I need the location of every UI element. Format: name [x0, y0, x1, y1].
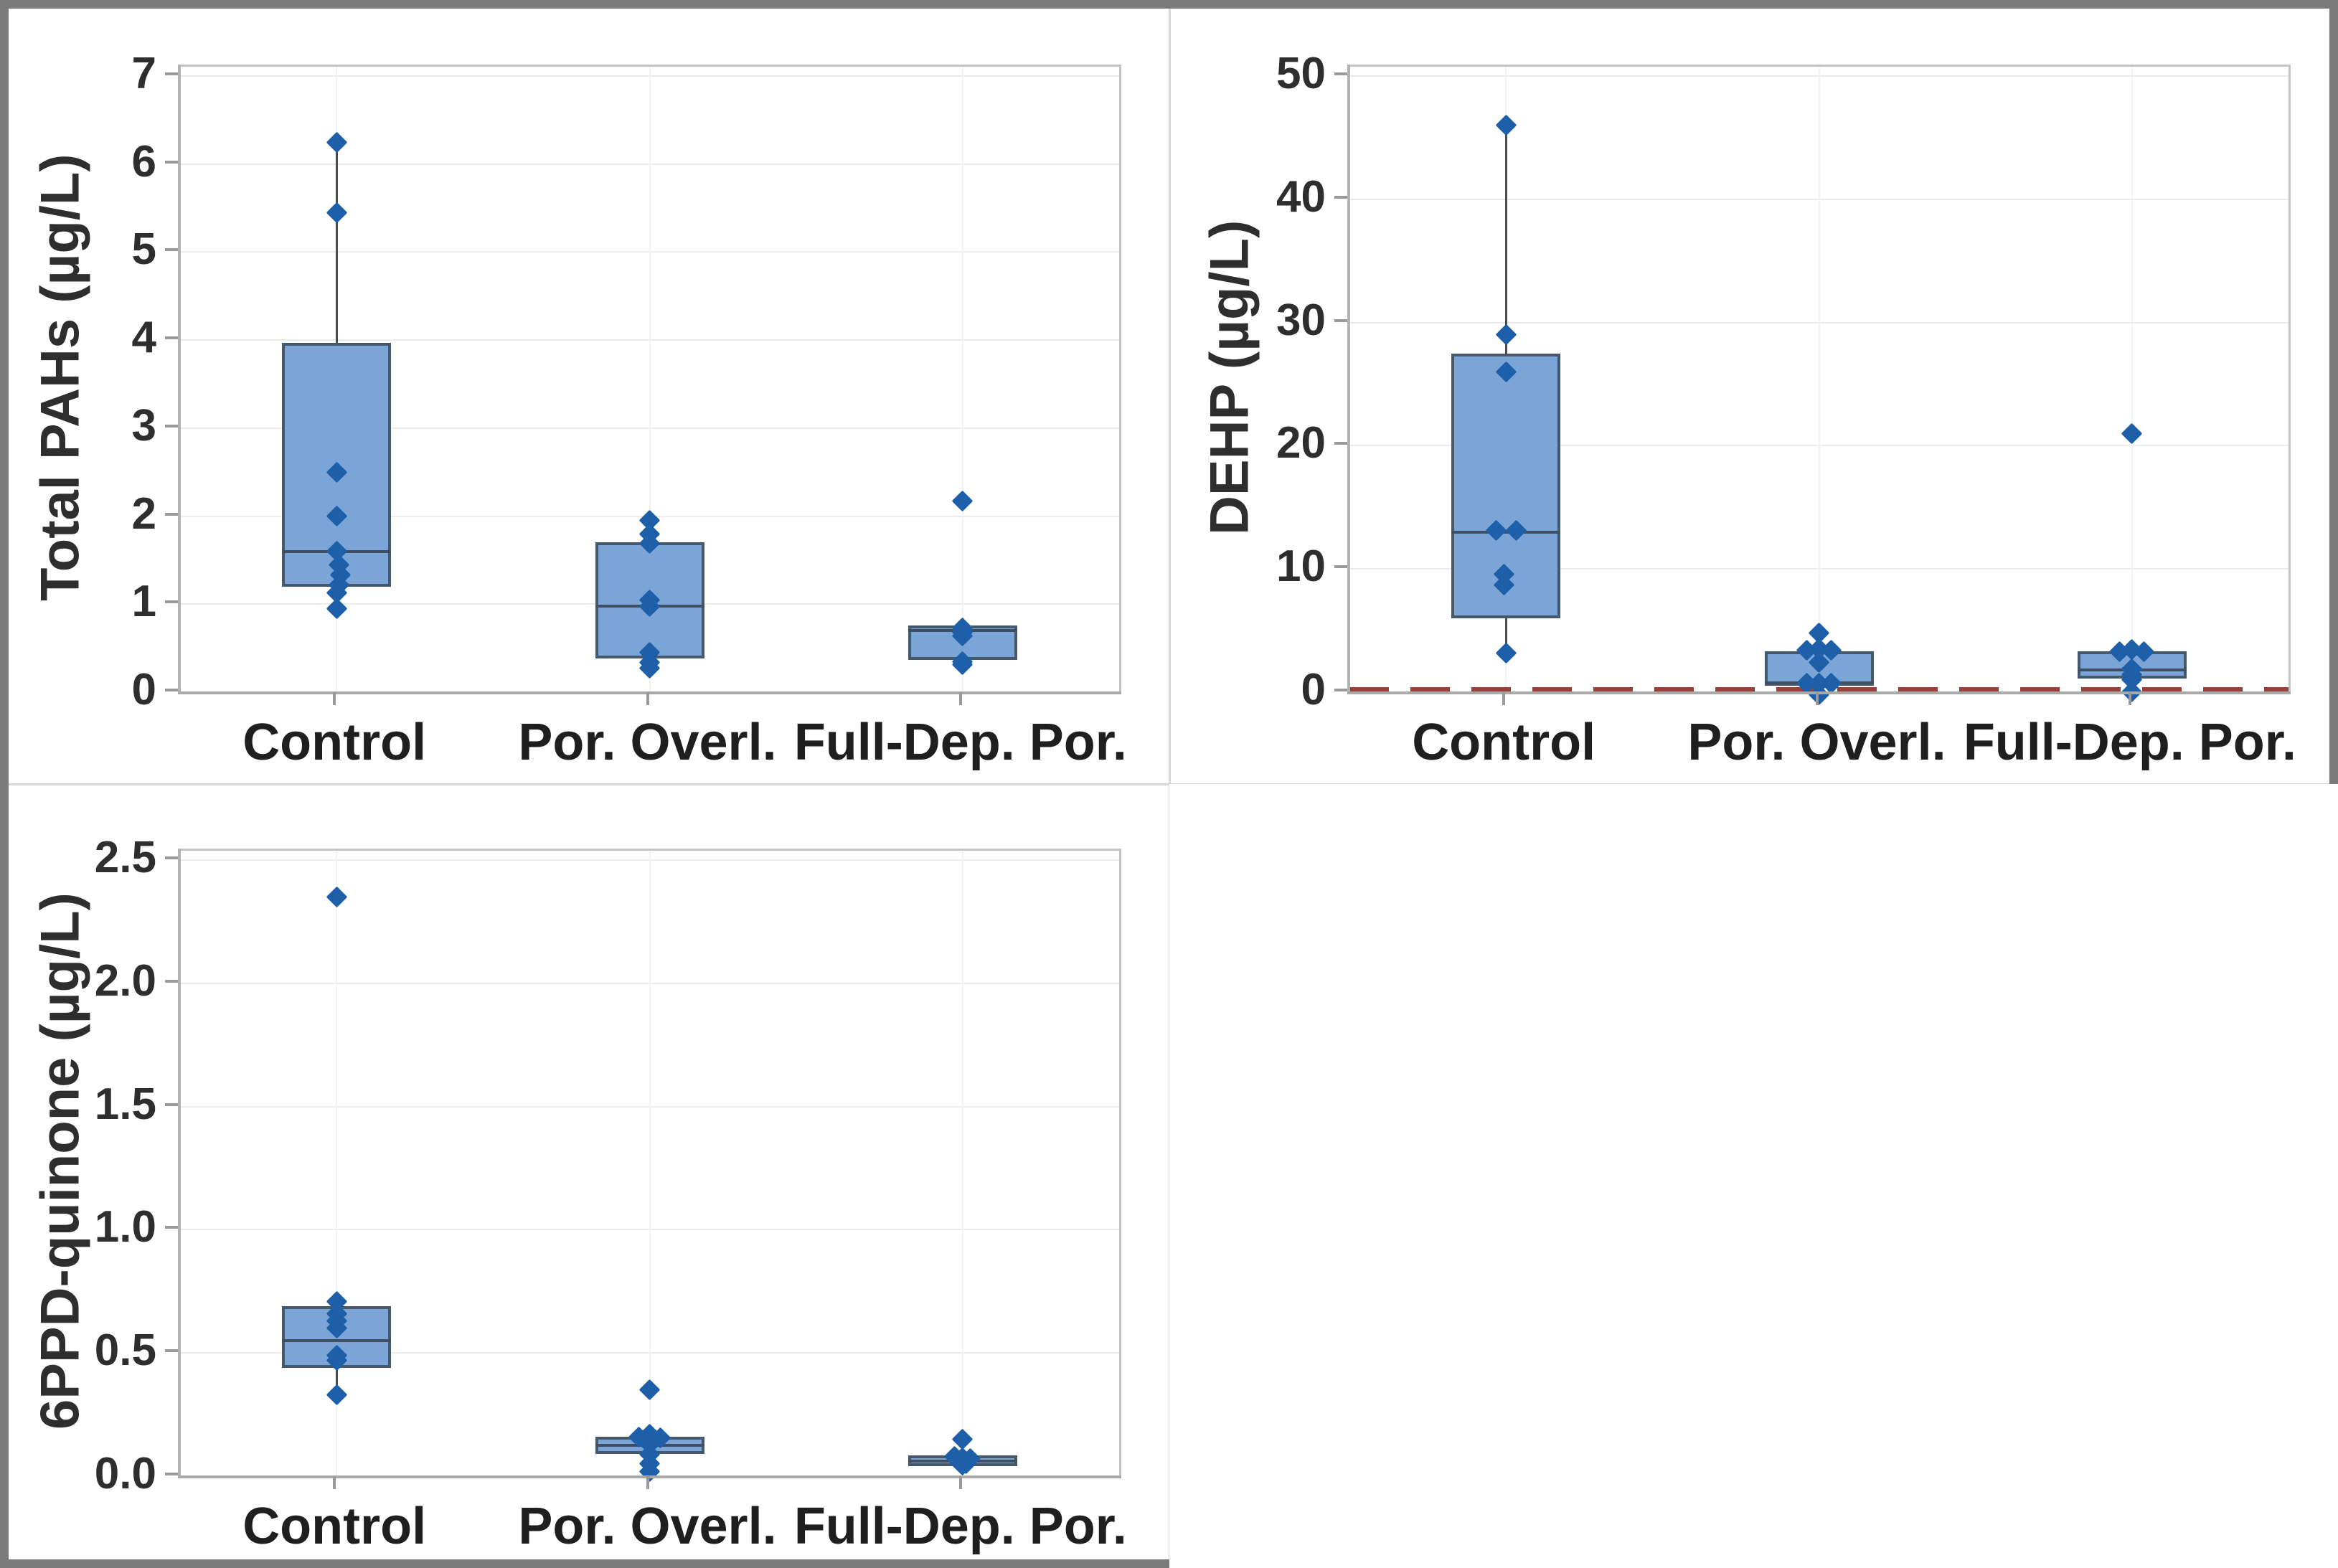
y-tick-label: 10: [1276, 542, 1326, 592]
data-point: [326, 202, 348, 224]
data-point: [1495, 323, 1517, 346]
data-point: [326, 598, 348, 620]
category-gridline: [961, 67, 963, 692]
data-point: [326, 886, 348, 908]
y-tick-mark: [165, 424, 178, 428]
y-tick-mark: [165, 689, 178, 691]
y-tick-label: 0: [131, 665, 156, 714]
y-tick-mark: [165, 512, 178, 516]
y-axis-title: DEHP (µg/L): [1199, 219, 1260, 535]
x-tick-mark: [333, 692, 336, 705]
y-tick-mark: [165, 600, 178, 604]
y-tick-label: 2.0: [94, 955, 156, 1006]
x-tick-mark: [1815, 692, 1819, 705]
y-tick-mark: [165, 1349, 178, 1353]
y-tick-label: 50: [1276, 49, 1326, 98]
y-tick-label: 4: [131, 313, 156, 363]
x-tick-mark: [646, 1476, 649, 1489]
y-tick-label: 6: [131, 136, 156, 186]
median-line: [282, 1339, 392, 1343]
data-point: [951, 490, 974, 512]
y-tick-label: 2.5: [94, 833, 156, 882]
category-label: Por. Overl.: [518, 714, 777, 771]
x-tick-mark: [1502, 692, 1506, 705]
y-tick-mark: [165, 336, 178, 340]
y-tick-label: 5: [131, 225, 156, 275]
y-tick-label: 0: [1301, 665, 1326, 714]
x-tick-mark: [958, 692, 962, 705]
boxplot-total-pahs: 0 1 2 3 4 5 6 7 Control Por. Overl. Full-Dep. Por.…: [0, 0, 1169, 784]
plot-area: [1347, 65, 2291, 706]
y-tick-mark: [1334, 442, 1347, 445]
y-tick-mark: [165, 856, 178, 859]
category-label: Por. Overl.: [518, 1498, 777, 1555]
y-axis-line: [1347, 65, 1350, 694]
category-gridline: [2131, 67, 2133, 692]
data-point: [638, 1379, 661, 1401]
category-gridline: [649, 67, 651, 692]
y-tick-label: 1.5: [94, 1079, 156, 1129]
y-tick-label: 0.5: [94, 1326, 156, 1376]
boxplot-6ppd-quinone: 0.0 0.5 1.0 1.5 2.0 2.5 Control Por. Overl. Full…: [0, 784, 1169, 1568]
y-tick-label: 20: [1276, 418, 1326, 468]
y-tick-mark: [165, 160, 178, 164]
category-gridline: [961, 851, 963, 1476]
y-tick-mark: [1334, 195, 1347, 199]
x-tick-mark: [958, 1476, 962, 1489]
category-gridline: [336, 851, 338, 1476]
x-tick-mark: [646, 692, 649, 705]
y-tick-mark: [1334, 318, 1347, 322]
y-tick-mark: [165, 979, 178, 983]
category-label: Por. Overl.: [1687, 714, 1946, 771]
category-label: Full-Dep. Por.: [793, 714, 1127, 771]
y-tick-label: 2: [131, 488, 156, 539]
category-gridline: [1818, 67, 1820, 692]
y-tick-mark: [165, 1226, 178, 1229]
category-label: Full-Dep. Por.: [793, 1498, 1127, 1555]
y-tick-label: 1: [131, 577, 156, 627]
y-axis-line: [178, 849, 181, 1478]
y-tick-mark: [1334, 565, 1347, 569]
median-line: [1451, 530, 1561, 534]
y-tick-mark: [165, 1102, 178, 1106]
y-tick-label: 3: [131, 400, 156, 450]
y-axis-line: [178, 65, 181, 694]
x-axis-line: [178, 691, 1121, 694]
plot-area: [178, 65, 1121, 694]
y-tick-mark: [165, 248, 178, 252]
y-tick-label: 1.0: [94, 1202, 156, 1252]
category-label: Full-Dep. Por.: [1963, 714, 2296, 771]
panel-divider-horizontal: [9, 783, 2329, 785]
boxplot-dehp: 0 10 20 30 40 50 Control Por. Overl. Full-Dep. P…: [1169, 0, 2338, 784]
plot-area: [178, 849, 1121, 1482]
data-point: [326, 1384, 348, 1406]
y-tick-label: 30: [1276, 295, 1326, 345]
category-label: Control: [242, 714, 427, 771]
data-point: [326, 131, 348, 153]
y-axis-title: 6PPD-quinone (µg/L): [29, 892, 91, 1430]
x-axis-line: [1347, 691, 2291, 694]
x-axis-line: [178, 1475, 1121, 1478]
data-point: [2121, 422, 2143, 445]
data-point: [1495, 114, 1517, 136]
y-tick-mark: [165, 1473, 178, 1475]
y-tick-label: 7: [131, 49, 156, 98]
y-tick-mark: [1334, 689, 1347, 691]
box: [1451, 353, 1561, 618]
x-tick-mark: [2128, 692, 2131, 705]
y-tick-mark: [1334, 72, 1347, 75]
y-tick-label: 40: [1276, 171, 1326, 222]
y-tick-mark: [165, 72, 178, 75]
category-gridline: [649, 851, 651, 1476]
category-label: Control: [242, 1498, 427, 1555]
data-point: [1495, 642, 1517, 663]
x-tick-mark: [333, 1476, 336, 1489]
y-axis-title: Total PAHs (µg/L): [29, 154, 91, 601]
y-tick-label: 0.0: [94, 1449, 156, 1498]
category-label: Control: [1412, 714, 1596, 771]
empty-panel: [1169, 784, 2338, 1568]
